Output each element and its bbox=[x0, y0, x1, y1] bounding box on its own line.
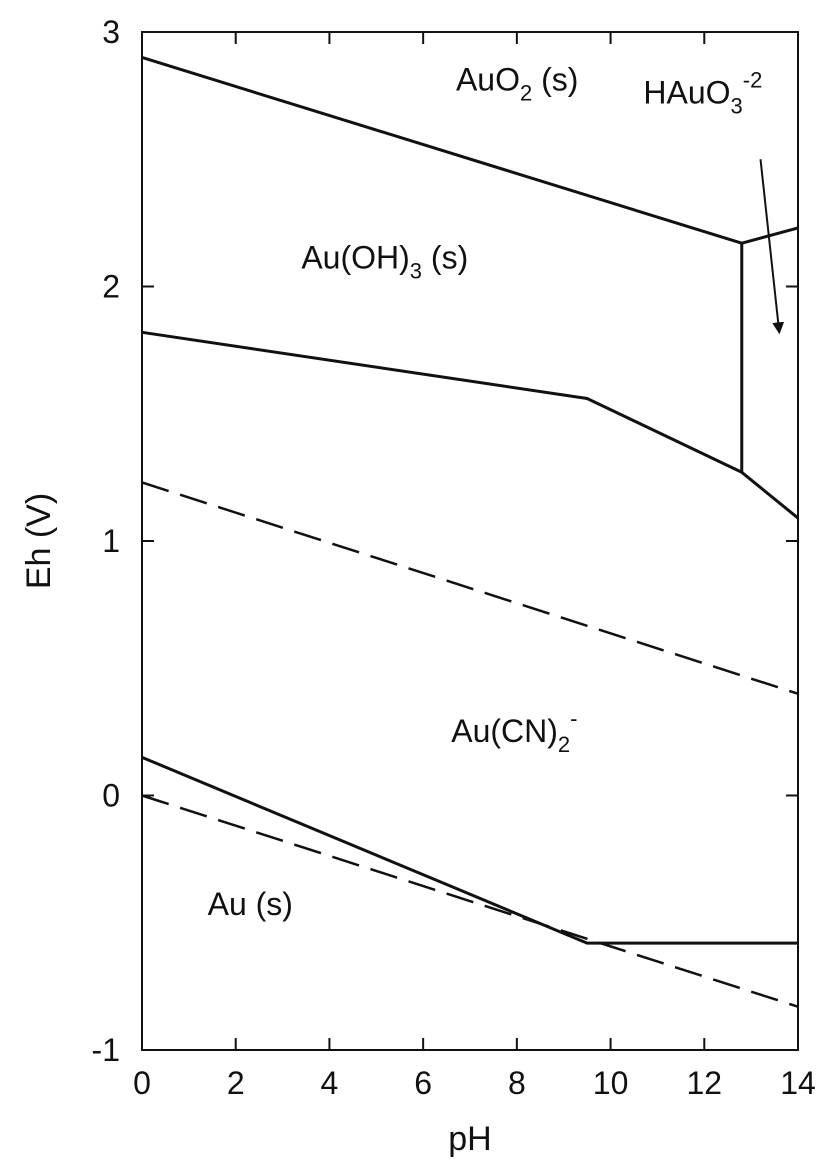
y-tick-label: 0 bbox=[102, 778, 120, 814]
region-label-main: Au (s) bbox=[208, 886, 293, 922]
y-tick-label: 1 bbox=[102, 523, 120, 559]
boundary-lines bbox=[141, 56, 799, 1008]
region-label-suffix: (s) bbox=[532, 62, 578, 98]
region-label: Au (s) bbox=[208, 886, 293, 922]
region-label-subscript: 2 bbox=[520, 81, 532, 106]
y-axis-label: Eh (V) bbox=[20, 493, 58, 589]
boundary-line-4 bbox=[141, 755, 798, 945]
region-label-main: Au(OH) bbox=[301, 240, 409, 276]
region-label-main: AuO bbox=[456, 62, 520, 98]
x-tick-label: 14 bbox=[780, 1065, 816, 1101]
y-tick-label: 3 bbox=[102, 14, 120, 50]
region-label: AuO2 (s) bbox=[456, 62, 578, 106]
y-tick-label: 2 bbox=[102, 269, 120, 305]
region-label-superscript: - bbox=[570, 706, 577, 731]
y-tick-label: -1 bbox=[92, 1032, 120, 1068]
x-tick-label: 2 bbox=[227, 1065, 245, 1101]
region-label: Au(CN)2- bbox=[451, 706, 577, 757]
x-tick-label: 6 bbox=[414, 1065, 432, 1101]
annotations bbox=[759, 159, 785, 335]
region-label-main: HAuO bbox=[643, 74, 730, 110]
x-tick-label: 10 bbox=[593, 1065, 629, 1101]
region-label-suffix: (s) bbox=[422, 240, 468, 276]
region-label-superscript: -2 bbox=[743, 67, 763, 92]
x-tick-label: 0 bbox=[133, 1065, 151, 1101]
x-tick-label: 8 bbox=[508, 1065, 526, 1101]
region-label-subscript: 2 bbox=[558, 732, 570, 757]
region-label: HAuO3-2 bbox=[643, 67, 762, 118]
x-axis-label: pH bbox=[448, 1120, 491, 1158]
boundary-line-3 bbox=[141, 481, 799, 695]
region-label: Au(OH)3 (s) bbox=[301, 240, 468, 284]
region-labels: AuO2 (s) HAuO3-2Au(OH)3 (s)Au(CN)2-Au (s) bbox=[208, 62, 763, 923]
x-tick-label: 12 bbox=[686, 1065, 722, 1101]
region-label-subscript: 3 bbox=[410, 259, 422, 284]
arrow-annotation bbox=[759, 159, 785, 335]
x-tick-label: 4 bbox=[321, 1065, 339, 1101]
region-label-main: Au(CN) bbox=[451, 713, 558, 749]
boundary-line-5 bbox=[141, 794, 799, 1008]
boundary-line-2 bbox=[141, 330, 799, 520]
region-label-subscript: 3 bbox=[731, 93, 743, 118]
